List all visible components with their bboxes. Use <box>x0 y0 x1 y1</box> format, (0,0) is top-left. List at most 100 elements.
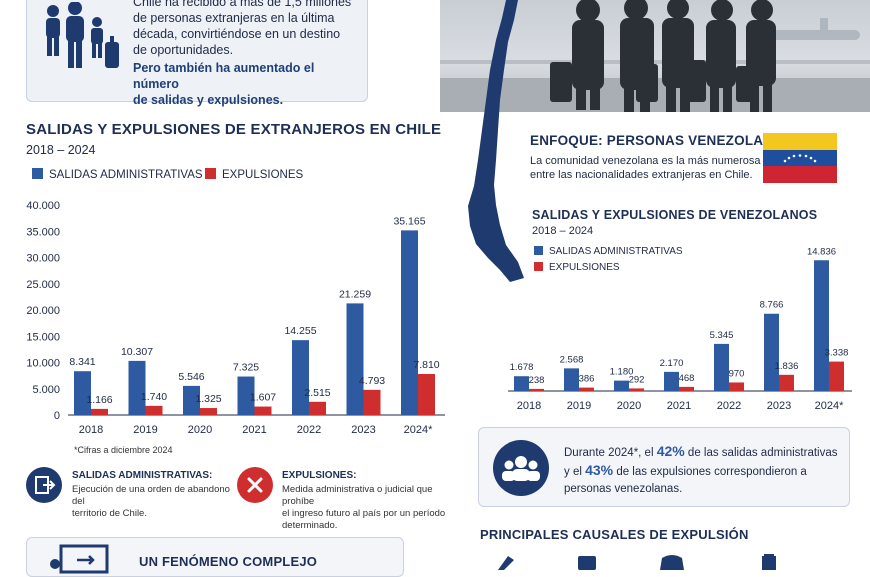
bar-expulsiones <box>254 406 272 415</box>
x-tick-label: 2022 <box>717 400 741 412</box>
data-label-salidas: 14.255 <box>284 325 316 337</box>
expulsiones-def-title: EXPULSIONES: <box>282 470 357 481</box>
x-tick-label: 2023 <box>351 424 375 436</box>
legend-swatch-red <box>534 262 543 271</box>
data-label-salidas: 10.307 <box>121 346 153 358</box>
data-label-salidas: 8.766 <box>760 300 784 311</box>
airport-photo <box>440 0 870 112</box>
causes-title: PRINCIPALES CAUSALES DE EXPULSIÓN <box>480 527 749 542</box>
x-tick-label: 2021 <box>242 424 266 436</box>
phenomenon-card: UN FENÓMENO COMPLEJO <box>26 537 404 577</box>
family-icon <box>46 2 119 68</box>
x-tick-label: 2019 <box>133 424 157 436</box>
police-cap-icon <box>660 555 684 570</box>
y-tick-label: 5.000 <box>32 384 60 396</box>
bar-salidas <box>401 230 418 415</box>
intro-highlight: Pero también ha aumentado el número de s… <box>133 61 315 107</box>
x-tick-label: 2024* <box>815 400 844 412</box>
bar-salidas <box>128 360 146 415</box>
data-label-expulsiones: 386 <box>579 374 595 385</box>
x-mark-icon <box>237 467 273 503</box>
intro-card: Chile ha recibido a más de 1,5 millones … <box>26 0 368 107</box>
data-label-expulsiones: 1.607 <box>250 392 276 404</box>
bar-expulsiones <box>363 389 381 415</box>
bar-salidas <box>664 371 679 391</box>
y-tick-label: 35.000 <box>26 226 60 238</box>
left-chart-subtitle: 2018 – 2024 <box>26 143 96 157</box>
data-label-salidas: 2.568 <box>560 354 584 365</box>
salidas-def-title: SALIDAS ADMINISTRATIVAS: <box>72 470 213 481</box>
x-tick-label: 2020 <box>617 400 641 412</box>
legend-swatch-red <box>205 168 216 179</box>
stat-expulsiones-pct: 43% <box>585 462 614 478</box>
intro-text: Chile ha recibido a más de 1,5 millones … <box>133 0 352 57</box>
data-label-salidas: 1.180 <box>610 367 634 378</box>
data-label-salidas: 21.259 <box>339 288 371 300</box>
bar-expulsiones <box>418 373 435 415</box>
data-label-salidas: 7.325 <box>233 362 259 374</box>
y-tick-label: 20.000 <box>26 305 60 317</box>
x-tick-label: 2022 <box>297 424 321 436</box>
data-label-salidas: 5.546 <box>178 371 204 383</box>
venezuelan-share-card: Durante 2024*, el 42% de las salidas adm… <box>478 427 850 507</box>
bar-salidas <box>714 343 729 391</box>
data-label-expulsiones: 1.166 <box>86 394 112 406</box>
phenomenon-title: UN FENÓMENO COMPLEJO <box>139 554 318 569</box>
data-label-salidas: 8.341 <box>69 356 95 368</box>
data-label-expulsiones: 3.338 <box>825 348 849 359</box>
left-chart-title: SALIDAS Y EXPULSIONES DE EXTRANJEROS EN … <box>26 121 442 138</box>
bar-expulsiones <box>829 361 844 391</box>
bar-salidas <box>292 340 309 415</box>
bar-expulsiones <box>579 387 594 391</box>
right-legend-salidas: SALIDAS ADMINISTRATIVAS <box>534 246 683 257</box>
data-label-expulsiones: 468 <box>679 373 695 384</box>
x-tick-label: 2018 <box>517 400 541 412</box>
x-tick-label: 2024* <box>404 424 433 436</box>
bar-expulsiones <box>629 388 644 391</box>
bar-expulsiones <box>679 386 694 391</box>
y-tick-label: 10.000 <box>26 358 60 370</box>
bar-expulsiones <box>91 408 108 415</box>
causes-icons-row <box>498 554 776 570</box>
right-header-title: ENFOQUE: PERSONAS VENEZOLANAS <box>530 133 793 148</box>
bar-expulsiones <box>529 388 544 391</box>
bar-salidas <box>74 371 91 415</box>
data-label-expulsiones: 2.515 <box>304 387 330 399</box>
bar-salidas <box>237 376 255 415</box>
data-label-expulsiones: 1.836 <box>775 361 799 372</box>
venezuela-flag-icon <box>763 133 837 183</box>
presentation-icon <box>50 544 109 574</box>
data-label-salidas: 1.678 <box>510 362 534 373</box>
x-tick-label: 2020 <box>188 424 212 436</box>
data-label-expulsiones: 970 <box>729 368 745 379</box>
stat-text: Durante 2024*, el 42% de las salidas adm… <box>564 443 838 495</box>
gavel-icon <box>498 556 514 570</box>
y-tick-label: 30.000 <box>26 253 60 265</box>
bar-expulsiones <box>200 408 217 415</box>
bar-salidas <box>564 368 579 391</box>
chile-map-icon <box>468 0 524 282</box>
bar-expulsiones <box>309 401 326 415</box>
data-label-salidas: 14.836 <box>807 246 836 257</box>
data-label-expulsiones: 238 <box>529 375 545 386</box>
document-icon <box>578 556 596 570</box>
right-legend-expulsiones: EXPULSIONES <box>534 262 620 273</box>
bar-salidas <box>346 303 364 415</box>
bar-salidas <box>514 376 529 391</box>
exit-icon <box>26 467 62 503</box>
bar-expulsiones <box>779 374 794 391</box>
legend-swatch-blue <box>534 246 543 255</box>
x-tick-label: 2023 <box>767 400 791 412</box>
data-label-salidas: 5.345 <box>710 330 734 341</box>
y-tick-label: 0 <box>54 410 60 422</box>
x-tick-label: 2018 <box>79 424 103 436</box>
data-label-expulsiones: 1.325 <box>195 393 221 405</box>
right-chart-subtitle: 2018 – 2024 <box>532 225 594 237</box>
left-legend-salidas: SALIDAS ADMINISTRATIVAS <box>32 168 203 181</box>
bar-salidas <box>183 385 200 415</box>
data-label-expulsiones: 4.793 <box>359 375 385 387</box>
bar-salidas <box>614 380 629 391</box>
right-header-text: La comunidad venezolana es la más numero… <box>530 155 761 181</box>
salidas-def-text: Ejecución de una orden de abandono del te… <box>72 484 230 519</box>
